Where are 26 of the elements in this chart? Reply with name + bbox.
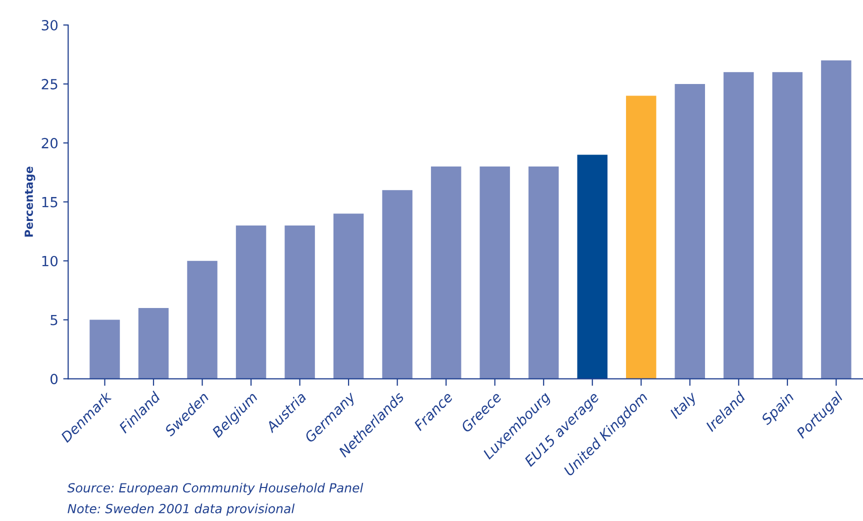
bar: [382, 190, 412, 379]
y-axis-title: Percentage: [24, 166, 36, 237]
bar: [577, 154, 608, 379]
bar: [333, 214, 364, 379]
bar: [821, 60, 852, 379]
y-tick-label: 0: [50, 374, 58, 384]
bar: [480, 166, 510, 379]
bar: [674, 84, 706, 379]
bar: [284, 225, 315, 379]
bar: [724, 72, 754, 379]
y-tick-label: 25: [42, 78, 58, 90]
bar: [236, 225, 266, 379]
y-tick-label: 15: [42, 197, 58, 208]
bar: [187, 260, 218, 379]
text: Note: Sweden 2001 data provisional: [68, 504, 295, 516]
bar: [626, 96, 656, 379]
source-note: Source: European Community Household Panel: [67, 482, 364, 495]
bar: [138, 308, 169, 379]
bar: [430, 166, 462, 379]
bar: [772, 72, 803, 379]
y-tick-label: 10: [42, 256, 58, 266]
y-tick-label: 20: [42, 138, 58, 148]
y-tick-label: 5: [50, 314, 58, 326]
bar: [528, 166, 559, 379]
y-tick-label: 30: [42, 20, 58, 30]
bar: [90, 320, 120, 379]
